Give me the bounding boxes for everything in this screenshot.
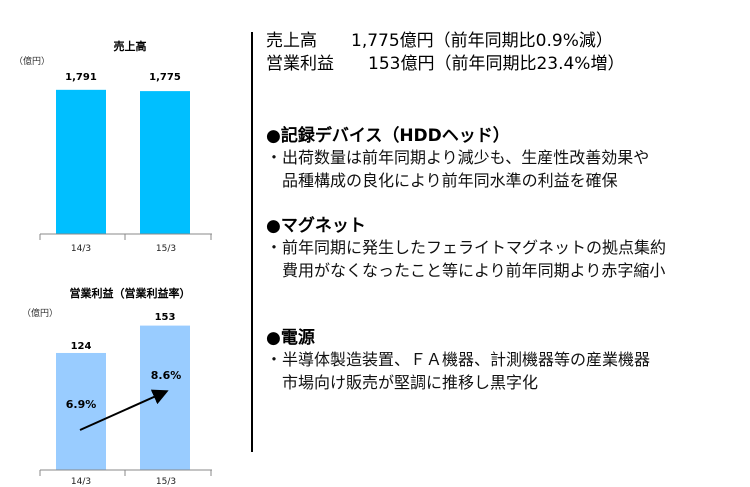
profit-value-label-15-3: 153 <box>154 312 176 323</box>
profit-rate-label-15-3: 8.6% <box>150 369 182 382</box>
section-line-recording-devices-1: ・出荷数量は前年同期より減少も、生産性改善効果や <box>266 148 650 167</box>
profit-chart-title: 営業利益（営業利益率） <box>69 287 191 300</box>
sales-tick-label-14-3: 14/3 <box>70 244 92 254</box>
sales-tick-label-15-3: 15/3 <box>155 244 177 254</box>
profit-summary: 営業利益 153億円（前年同期比23.4%増） <box>266 54 625 74</box>
section-line-magnet-2: 費用がなくなったこと等により前年同期より赤字縮小 <box>266 261 666 280</box>
section-heading-magnet: ●マグネット <box>266 216 366 236</box>
section-heading-recording-devices: ●記録デバイス（HDDヘッド） <box>266 126 510 146</box>
section-line-power-supply-1: ・半導体製造装置、ＦＡ機器、計測機器等の産業機器 <box>266 350 651 369</box>
sales-bar-15-3 <box>140 91 190 234</box>
profit-bar-15-3 <box>140 325 190 470</box>
section-line-power-supply-2: 市場向け販売が堅調に推移し黒字化 <box>266 373 539 392</box>
profit-rate-trend-arrow <box>79 389 169 431</box>
profit-chart-unit: （億円） <box>22 309 59 319</box>
vertical-divider <box>251 32 253 452</box>
profit-tick-label-15-3: 15/3 <box>155 477 177 487</box>
sales-chart-title: 売上高 <box>113 40 147 53</box>
profit-bar-14-3 <box>56 352 106 470</box>
profit-chart <box>39 325 212 476</box>
sales-value-label-15-3: 1,775 <box>149 72 181 83</box>
profit-value-label-14-3: 124 <box>70 341 92 352</box>
section-heading-power-supply: ●電源 <box>266 328 315 348</box>
sales-bar-14-3 <box>56 89 106 235</box>
sales-value-label-14-3: 1,791 <box>65 72 97 83</box>
section-line-magnet-1: ・前年同期に発生したフェライトマグネットの拠点集約 <box>266 238 667 257</box>
sales-chart-unit: （億円） <box>14 57 51 67</box>
profit-tick-label-14-3: 14/3 <box>70 477 92 487</box>
section-line-recording-devices-2: 品種構成の良化により前年同水準の利益を確保 <box>266 171 618 190</box>
sales-summary: 売上高 1,775億円（前年同期比0.9%減） <box>266 31 613 51</box>
sales-chart <box>39 89 212 240</box>
profit-rate-label-14-3: 6.9% <box>65 398 97 411</box>
